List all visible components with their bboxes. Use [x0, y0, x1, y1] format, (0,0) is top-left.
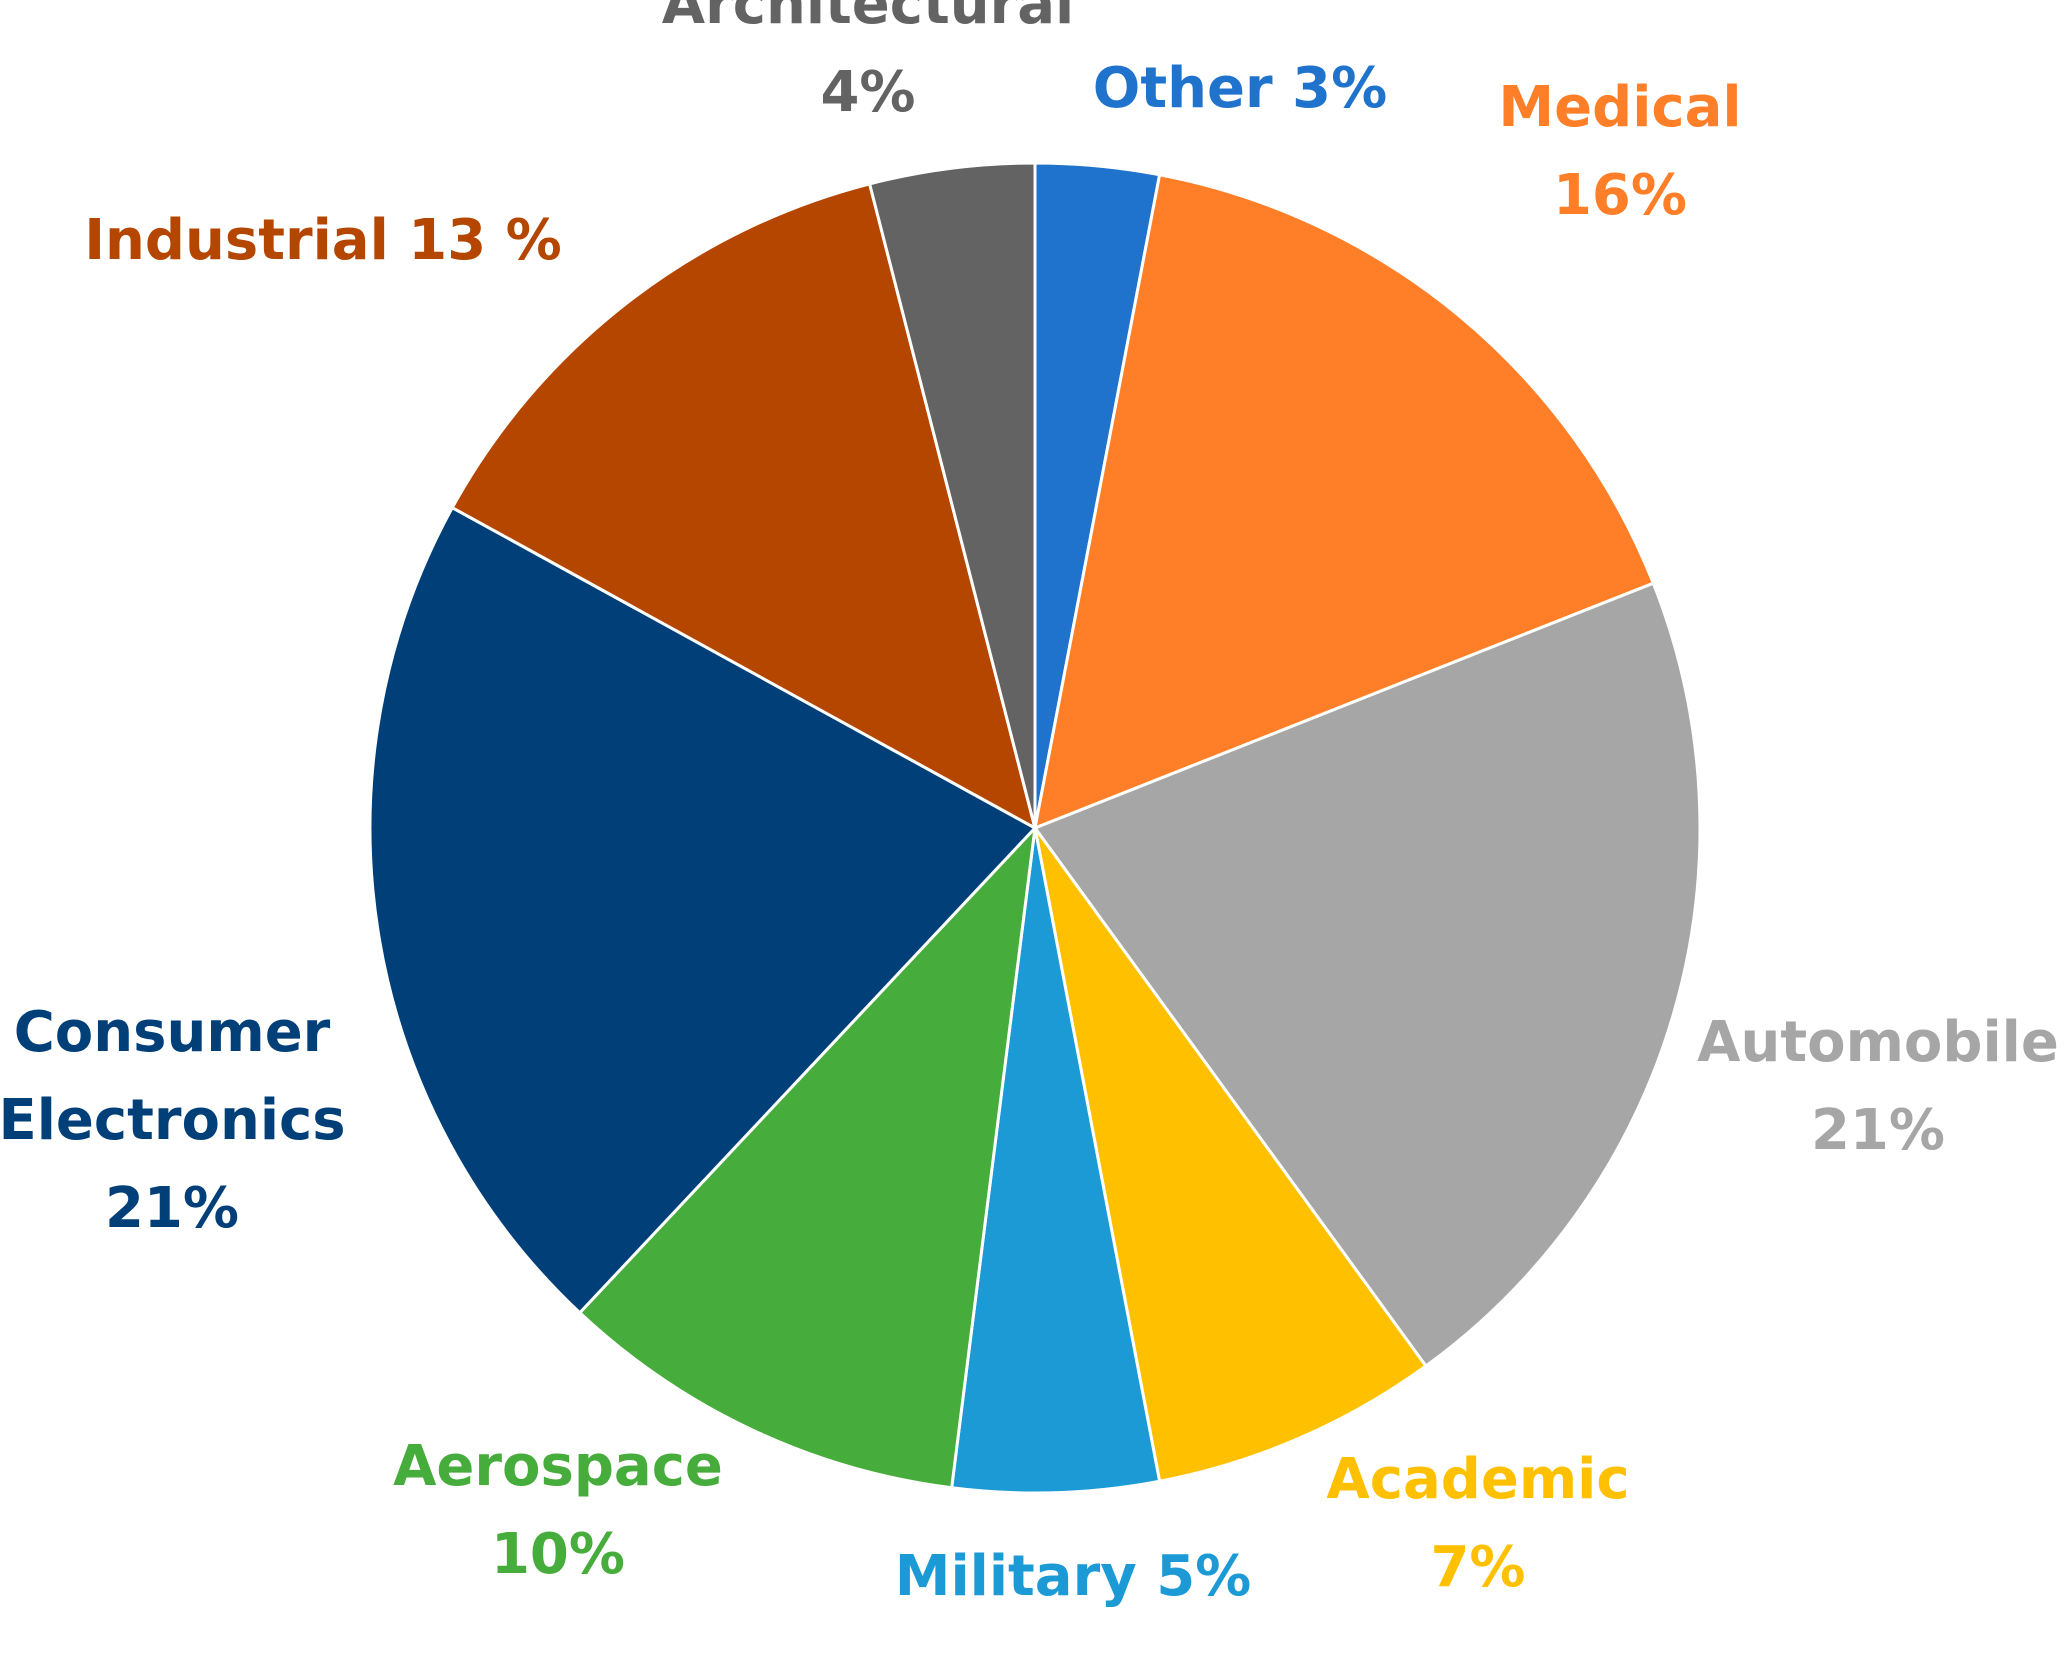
- data-label-academic: Academic 7%: [1326, 1447, 1629, 1600]
- slice-industrial: [450, 182, 1037, 830]
- data-label-line: 21%: [105, 1176, 239, 1241]
- data-label-line: Other 3%: [1093, 56, 1387, 121]
- data-label-line: Medical: [1498, 75, 1741, 140]
- data-label-industrial: Industrial 13 %: [84, 208, 562, 273]
- data-label-line: Military 5%: [895, 1544, 1252, 1609]
- slice-academic: [1033, 826, 1428, 1483]
- data-label-line: Electronics: [0, 1088, 346, 1153]
- slice-consumer-electronics: [368, 506, 1037, 1315]
- data-label-line: 7%: [1430, 1535, 1525, 1600]
- data-label-line: Consumer: [14, 1000, 331, 1065]
- data-label-line: 16%: [1553, 163, 1687, 228]
- slice-automobile: [1033, 581, 1702, 1368]
- data-label-line: Academic: [1326, 1447, 1629, 1512]
- data-label-line: 10%: [491, 1522, 625, 1587]
- data-label-medical: Medical 16%: [1498, 75, 1741, 228]
- data-label-automobile: Automobile 21%: [1697, 1010, 2059, 1163]
- data-label-other: Other 3%: [1093, 56, 1387, 121]
- data-label-line: Industrial 13 %: [84, 208, 562, 273]
- data-label-line: Aerospace: [393, 1434, 723, 1499]
- pie-slices: [368, 161, 1702, 1495]
- data-label-military: Military 5%: [895, 1544, 1252, 1609]
- data-label-line: 21%: [1811, 1098, 1945, 1163]
- data-label-line: Automobile: [1697, 1010, 2059, 1075]
- data-label-line: Architectural: [662, 0, 1074, 37]
- slice-architectural: [868, 161, 1037, 830]
- slice-medical: [1033, 173, 1655, 830]
- slice-military: [950, 826, 1162, 1495]
- data-label-consumer-electronics: Consumer Electronics 21%: [0, 1000, 346, 1241]
- slice-aerospace: [578, 826, 1037, 1490]
- data-label-line: 4%: [820, 60, 915, 125]
- data-label-aerospace: Aerospace 10%: [393, 1434, 723, 1587]
- data-label-architectural: Architectural 4%: [662, 0, 1074, 125]
- pie-labels: Other 3% Medical 16% Automobile 21% Academic 7…: [0, 0, 2059, 1609]
